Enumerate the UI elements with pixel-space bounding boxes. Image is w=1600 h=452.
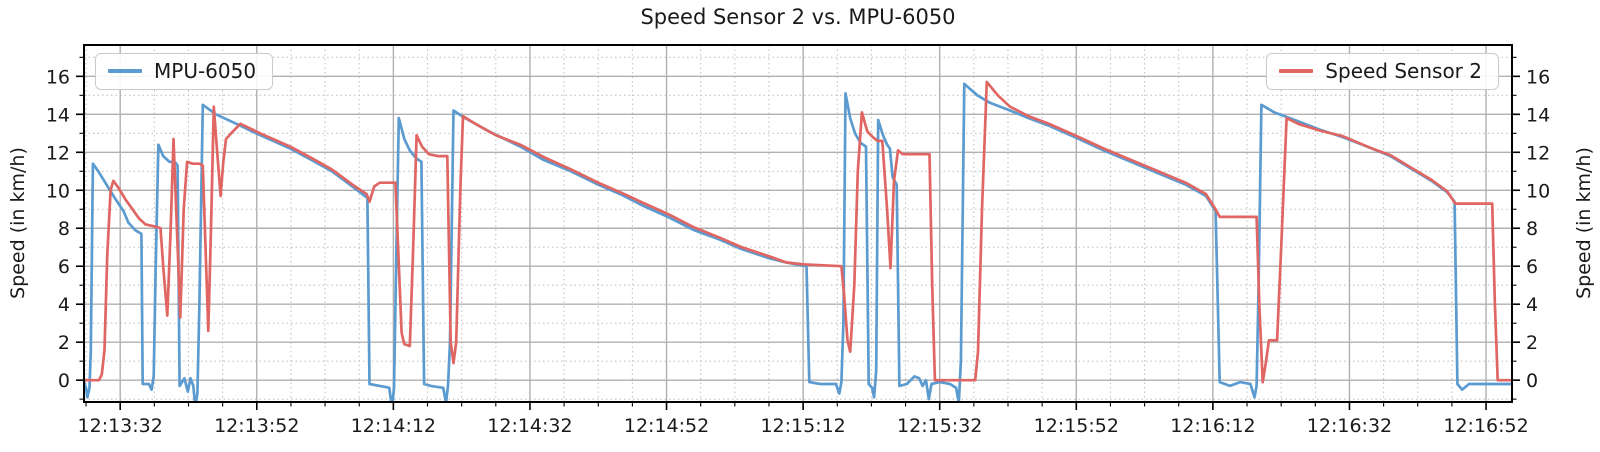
svg-text:10: 10 bbox=[1526, 180, 1550, 202]
svg-text:6: 6 bbox=[58, 256, 70, 278]
svg-text:12:13:32: 12:13:32 bbox=[78, 415, 163, 437]
svg-text:4: 4 bbox=[1526, 294, 1538, 316]
svg-text:0: 0 bbox=[58, 370, 70, 392]
legend-swatch-mpu6050 bbox=[108, 69, 142, 73]
chart-title: Speed Sensor 2 vs. MPU-6050 bbox=[640, 5, 956, 29]
legend-mpu6050: MPU-6050 bbox=[95, 53, 274, 90]
svg-text:6: 6 bbox=[1526, 256, 1538, 278]
svg-text:14: 14 bbox=[46, 104, 70, 126]
svg-text:12:16:12: 12:16:12 bbox=[1170, 415, 1255, 437]
svg-text:16: 16 bbox=[1526, 66, 1550, 88]
legend-speed-sensor-2: Speed Sensor 2 bbox=[1266, 53, 1499, 90]
svg-text:14: 14 bbox=[1526, 104, 1550, 126]
svg-text:2: 2 bbox=[1526, 332, 1538, 354]
svg-text:12:15:32: 12:15:32 bbox=[897, 415, 982, 437]
svg-text:2: 2 bbox=[58, 332, 70, 354]
svg-text:8: 8 bbox=[58, 218, 70, 240]
legend-label-mpu6050: MPU-6050 bbox=[154, 59, 257, 83]
svg-text:8: 8 bbox=[1526, 218, 1538, 240]
svg-text:12:13:52: 12:13:52 bbox=[214, 415, 299, 437]
svg-text:16: 16 bbox=[46, 66, 70, 88]
svg-text:0: 0 bbox=[1526, 370, 1538, 392]
svg-text:4: 4 bbox=[58, 294, 70, 316]
legend-swatch-speed-sensor-2 bbox=[1279, 69, 1314, 73]
svg-text:12:15:52: 12:15:52 bbox=[1034, 415, 1119, 437]
legend-label-speed-sensor-2: Speed Sensor 2 bbox=[1325, 59, 1482, 83]
svg-text:12:16:52: 12:16:52 bbox=[1443, 415, 1528, 437]
svg-text:10: 10 bbox=[46, 180, 70, 202]
svg-text:12:14:32: 12:14:32 bbox=[487, 415, 572, 437]
svg-text:12:15:12: 12:15:12 bbox=[760, 415, 845, 437]
svg-text:12: 12 bbox=[46, 142, 70, 164]
svg-text:12: 12 bbox=[1526, 142, 1550, 164]
svg-text:12:14:52: 12:14:52 bbox=[624, 415, 709, 437]
svg-text:12:14:12: 12:14:12 bbox=[351, 415, 436, 437]
svg-text:12:16:32: 12:16:32 bbox=[1307, 415, 1392, 437]
